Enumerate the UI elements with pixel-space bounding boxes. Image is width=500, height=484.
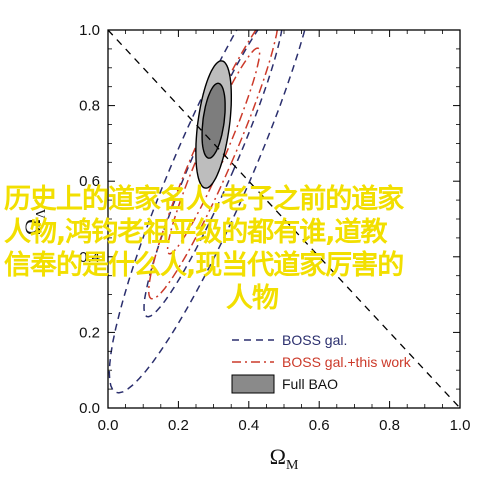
legend: BOSS gal. BOSS gal.+this work Full BAO <box>231 332 412 394</box>
overlay-line-2: 人物,鸿钧老祖平级的都有谁,道教 <box>4 217 388 248</box>
x-tick-label: 0.2 <box>168 417 189 434</box>
legend-swatch-2 <box>231 374 275 394</box>
contour-0-inner <box>143 30 283 318</box>
x-axis-title-subscript: M <box>286 458 299 473</box>
overlay-line-1: 历史上的道家名人,老子之前的道家 <box>4 184 404 215</box>
reference-line-flat-universe <box>108 30 460 408</box>
y-tick-label: 0.6 <box>79 173 100 190</box>
y-tick-label: 0.2 <box>79 324 100 341</box>
x-tick-label: 0.8 <box>379 417 400 434</box>
x-tick-label: 1.0 <box>450 417 471 434</box>
y-tick-label: 0.4 <box>79 249 100 266</box>
plot-area <box>108 30 460 408</box>
overlay-watermark-text: 历史上的道家名人,老子之前的道家 人物,鸿钧老祖平级的都有谁,道教 信奉的是什么… <box>0 183 500 315</box>
x-tick-label: 0.4 <box>238 417 259 434</box>
x-tick-label: 0.0 <box>98 417 119 434</box>
x-axis-title: ΩM <box>270 444 299 473</box>
legend-label-1: BOSS gal.+this work <box>282 354 412 370</box>
y-axis-title: ΩΛ <box>20 208 49 235</box>
contour-1-outer <box>147 30 279 300</box>
legend-label-2: Full BAO <box>282 376 338 392</box>
y-tick-label: 1.0 <box>79 22 100 39</box>
legend-label-0: BOSS gal. <box>282 332 347 348</box>
overlay-line-3: 信奉的是什么人,现当代道家厉害的 <box>4 250 404 281</box>
y-tick-label: 0.8 <box>79 98 100 115</box>
x-tick-label: 0.6 <box>309 417 330 434</box>
y-tick-label: 0.0 <box>79 400 100 417</box>
axis-ticks: 0.0 0.2 0.4 0.6 0.8 1.0 0.0 0.2 0.4 0.6 0.8 1.0 <box>79 22 470 434</box>
overlay-line-4: 人物 <box>226 283 279 314</box>
y-axis-title-subscript: Λ <box>34 208 49 219</box>
contour-0-outer <box>108 30 306 394</box>
contour-2-inner <box>201 82 226 159</box>
